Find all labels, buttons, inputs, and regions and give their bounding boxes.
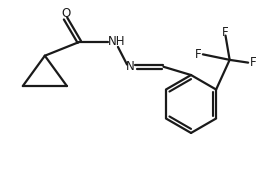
Text: NH: NH [108,36,125,48]
Text: F: F [250,56,256,69]
Text: O: O [61,7,70,20]
Text: F: F [195,48,201,61]
Text: F: F [222,26,229,39]
Text: N: N [126,60,135,73]
